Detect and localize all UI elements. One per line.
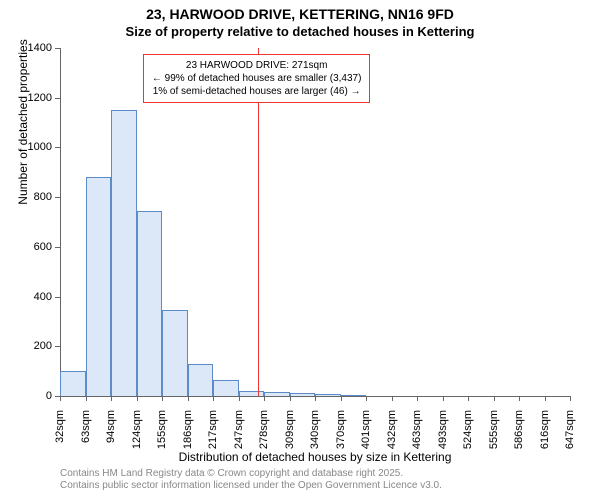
chart-title-main: 23, HARWOOD DRIVE, KETTERING, NN16 9FD bbox=[0, 6, 600, 22]
x-tick bbox=[290, 396, 291, 401]
x-tick bbox=[417, 396, 418, 401]
x-tick bbox=[545, 396, 546, 401]
x-tick-label: 94sqm bbox=[105, 410, 117, 470]
x-tick-label: 616sqm bbox=[539, 410, 551, 470]
x-tick-label: 278sqm bbox=[258, 410, 270, 470]
y-tick bbox=[55, 346, 60, 347]
x-tick bbox=[366, 396, 367, 401]
x-tick bbox=[519, 396, 520, 401]
chart-title-sub: Size of property relative to detached ho… bbox=[0, 24, 600, 39]
annotation-line-2: ← 99% of detached houses are smaller (3,… bbox=[152, 72, 362, 85]
y-tick-label: 1200 bbox=[16, 92, 52, 104]
x-tick-label: 647sqm bbox=[564, 410, 576, 470]
y-tick bbox=[55, 147, 60, 148]
histogram-bar bbox=[111, 110, 137, 396]
x-tick-label: 32sqm bbox=[54, 410, 66, 470]
x-tick bbox=[239, 396, 240, 401]
x-tick-label: 217sqm bbox=[207, 410, 219, 470]
histogram-bar bbox=[188, 364, 214, 396]
x-tick-label: 340sqm bbox=[309, 410, 321, 470]
y-tick-label: 0 bbox=[16, 390, 52, 402]
y-tick-label: 200 bbox=[16, 340, 52, 352]
x-tick-label: 432sqm bbox=[386, 410, 398, 470]
x-tick bbox=[111, 396, 112, 401]
x-tick-label: 524sqm bbox=[462, 410, 474, 470]
x-tick-label: 463sqm bbox=[411, 410, 423, 470]
x-tick-label: 309sqm bbox=[284, 410, 296, 470]
y-axis-line bbox=[60, 48, 61, 396]
histogram-bar bbox=[137, 211, 163, 396]
x-tick-label: 124sqm bbox=[131, 410, 143, 470]
x-tick bbox=[315, 396, 316, 401]
histogram-bar bbox=[264, 392, 290, 396]
x-tick bbox=[188, 396, 189, 401]
y-tick-label: 600 bbox=[16, 241, 52, 253]
x-tick-label: 186sqm bbox=[182, 410, 194, 470]
x-tick bbox=[137, 396, 138, 401]
y-tick bbox=[55, 48, 60, 49]
y-tick-label: 800 bbox=[16, 191, 52, 203]
annotation-line-1: 23 HARWOOD DRIVE: 271sqm bbox=[152, 59, 362, 72]
x-tick-label: 155sqm bbox=[156, 410, 168, 470]
histogram-bar bbox=[86, 177, 112, 396]
y-tick-label: 1400 bbox=[16, 42, 52, 54]
x-tick bbox=[162, 396, 163, 401]
histogram-bar bbox=[213, 380, 239, 396]
histogram-bar bbox=[315, 394, 341, 396]
x-tick bbox=[494, 396, 495, 401]
x-tick-label: 493sqm bbox=[437, 410, 449, 470]
footer-line-2: Contains public sector information licen… bbox=[60, 480, 442, 491]
histogram-bar bbox=[239, 391, 265, 396]
histogram-bar bbox=[162, 310, 188, 396]
y-tick-label: 400 bbox=[16, 291, 52, 303]
y-tick bbox=[55, 247, 60, 248]
x-tick-label: 555sqm bbox=[488, 410, 500, 470]
x-tick bbox=[392, 396, 393, 401]
x-tick bbox=[341, 396, 342, 401]
x-tick bbox=[60, 396, 61, 401]
x-tick bbox=[570, 396, 571, 401]
x-tick bbox=[264, 396, 265, 401]
x-tick-label: 63sqm bbox=[80, 410, 92, 470]
x-tick-label: 586sqm bbox=[513, 410, 525, 470]
x-tick bbox=[86, 396, 87, 401]
y-tick-label: 1000 bbox=[16, 141, 52, 153]
x-tick bbox=[468, 396, 469, 401]
annotation-box: 23 HARWOOD DRIVE: 271sqm← 99% of detache… bbox=[143, 54, 371, 103]
x-tick bbox=[213, 396, 214, 401]
x-tick-label: 247sqm bbox=[233, 410, 245, 470]
histogram-bar bbox=[341, 395, 367, 396]
chart-container: 23, HARWOOD DRIVE, KETTERING, NN16 9FD S… bbox=[0, 0, 600, 500]
x-tick bbox=[443, 396, 444, 401]
histogram-bar bbox=[60, 371, 86, 396]
x-tick-label: 370sqm bbox=[335, 410, 347, 470]
histogram-bar bbox=[290, 393, 316, 396]
y-tick bbox=[55, 98, 60, 99]
annotation-line-3: 1% of semi-detached houses are larger (4… bbox=[152, 85, 362, 98]
y-tick bbox=[55, 197, 60, 198]
x-tick-label: 401sqm bbox=[360, 410, 372, 470]
y-tick bbox=[55, 297, 60, 298]
